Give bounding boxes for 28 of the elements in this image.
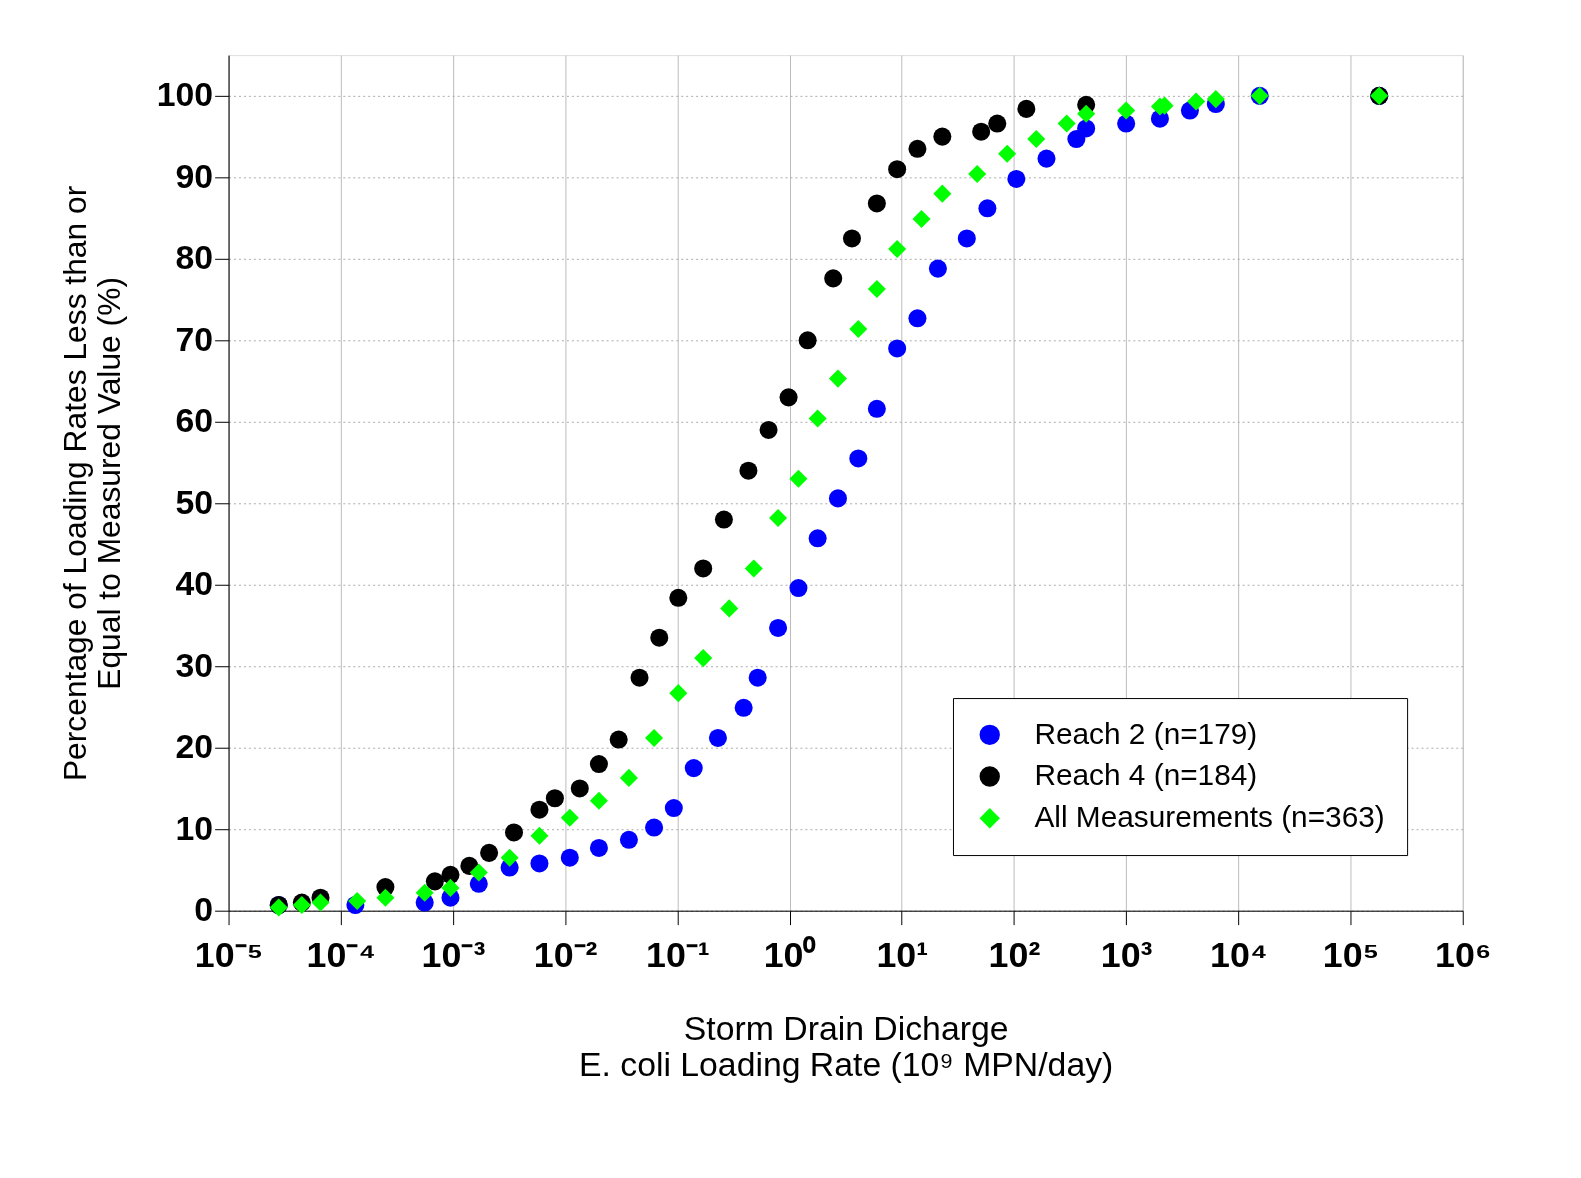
- y-tick-label: 60: [175, 401, 214, 440]
- x-tick-label: 10⁴: [1210, 934, 1268, 975]
- x-axis-title: Storm Drain Dicharge E. coli Loading Rate (10⁹ MPN/day): [578, 1009, 1114, 1084]
- x-tick-label: 10¹: [876, 934, 929, 975]
- y-tick-label: 40: [175, 564, 214, 603]
- y-tick-label: 100: [156, 75, 214, 114]
- x-tick-label: 10²: [988, 934, 1041, 975]
- x-tick-label: 10⁻⁴: [306, 934, 376, 975]
- legend-label: Reach 4 (n=184): [1034, 758, 1258, 792]
- x-tick-label: 10⁰: [763, 934, 817, 975]
- legend-label: Reach 2 (n=179): [1034, 716, 1258, 750]
- y-tick-label: 20: [175, 727, 214, 766]
- x-tick-label: 10⁵: [1322, 934, 1380, 975]
- y-tick-label: 70: [175, 319, 214, 358]
- x-tick-label: 10⁻¹: [646, 934, 710, 975]
- y-tick-label: 90: [175, 156, 214, 195]
- y-tick-label: 50: [175, 482, 214, 521]
- x-tick-label: 10⁻³: [421, 934, 486, 975]
- x-tick-label: 10³: [1100, 934, 1153, 975]
- x-tick-label: 10⁻⁵: [194, 934, 264, 975]
- y-tick-label: 10: [175, 808, 214, 847]
- x-tick-label: 10⁻²: [533, 934, 598, 975]
- x-tick-label: 10⁶: [1435, 934, 1492, 975]
- y-tick-label: 30: [175, 645, 214, 684]
- y-tick-label: 0: [194, 890, 214, 929]
- legend-label: All Measurements (n=363): [1034, 800, 1385, 834]
- y-tick-label: 80: [175, 238, 214, 277]
- y-axis-title: Percentage of Loading Rates Less than or Equal to Measured Value (%): [57, 185, 128, 782]
